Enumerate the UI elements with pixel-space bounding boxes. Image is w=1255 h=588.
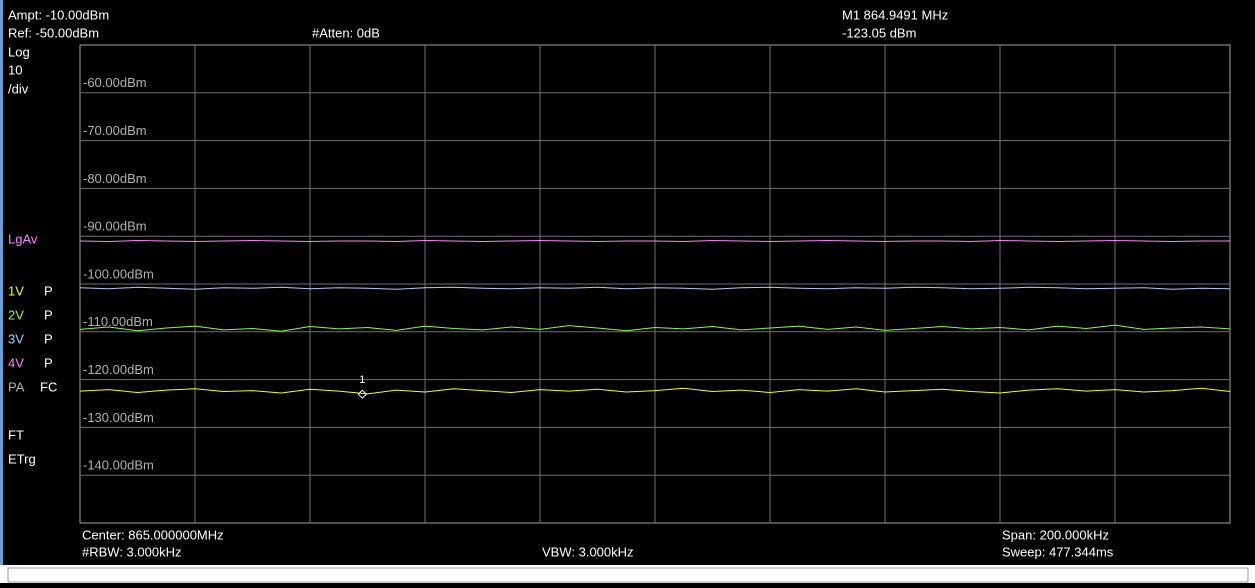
marker	[357, 389, 368, 399]
y-tick-label: -60.00dBm	[83, 75, 147, 90]
pa: PA	[8, 379, 25, 394]
trace-mode: P	[44, 331, 53, 346]
trace	[79, 387, 1231, 395]
span: Span: 200.000kHz	[1002, 527, 1109, 542]
trace	[79, 324, 1231, 332]
vbw: VBW: 3.000kHz	[542, 544, 634, 559]
trace-name: 4V	[8, 355, 24, 370]
trace	[79, 239, 1230, 243]
atten: #Atten: 0dB	[312, 25, 380, 40]
trace-name: 1V	[8, 283, 24, 298]
trace-mode: P	[44, 355, 53, 370]
y-tick-label: -70.00dBm	[83, 123, 147, 138]
trace	[79, 286, 1231, 290]
scale-value: 10	[8, 62, 22, 77]
sweep: Sweep: 477.344ms	[1002, 544, 1114, 559]
y-tick-label: -80.00dBm	[83, 171, 147, 186]
ref: Ref: -50.00dBm	[8, 25, 99, 40]
trace-mode: P	[44, 307, 53, 322]
ft: FT	[8, 427, 24, 442]
y-tick-label: -100.00dBm	[83, 266, 154, 281]
status-bar	[0, 565, 1255, 583]
detector: LgAv	[8, 231, 38, 246]
ampt: Ampt: -10.00dBm	[8, 7, 109, 22]
scale-unit: /div	[8, 81, 29, 96]
scale-type: Log	[8, 44, 30, 59]
y-tick-label: -110.00dBm	[83, 314, 153, 329]
trace-name: 3V	[8, 331, 24, 346]
etrg: ETrg	[8, 451, 36, 466]
fc: FC	[40, 379, 57, 394]
marker-label: 1	[359, 374, 365, 386]
trace-mode: P	[44, 283, 53, 298]
status-box	[7, 567, 1249, 583]
y-tick-label: -120.00dBm	[83, 362, 154, 377]
y-tick-label: -130.00dBm	[83, 410, 154, 425]
trace-name: 2V	[8, 307, 24, 322]
center: Center: 865.000000MHz	[82, 527, 224, 542]
rbw: #RBW: 3.000kHz	[82, 544, 181, 559]
y-tick-label: -140.00dBm	[83, 458, 154, 473]
marker-freq: M1 864.9491 MHz	[842, 7, 948, 22]
left-edge	[0, 0, 3, 565]
y-tick-label: -90.00dBm	[83, 219, 147, 234]
marker-level: -123.05 dBm	[842, 25, 916, 40]
